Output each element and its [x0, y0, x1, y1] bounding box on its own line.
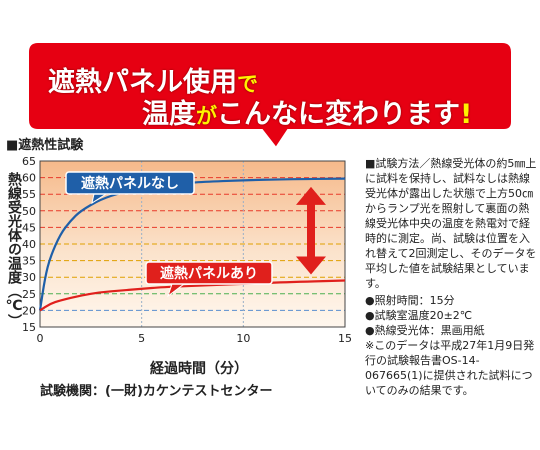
banner-bubble: [27, 41, 513, 150]
data-footnote: ※このデータは平成27年1月9日発行の試験報告書OS-14-067665(1)に…: [365, 339, 535, 397]
note-item-receiver: ●熱線受光体：黒画用紙: [365, 324, 485, 337]
x-tick-label-0: 0: [37, 332, 44, 345]
note-item-room-temperature: ●試験室温度20±2℃: [365, 309, 473, 322]
y-tick-label-35: 35: [22, 255, 36, 268]
y-axis-label: 熱線受光体の温度（℃）: [6, 172, 22, 328]
chart-section-title: ■遮熱性試験: [6, 138, 84, 153]
x-tick-label-10: 10: [236, 332, 250, 345]
y-tick-label-20: 20: [22, 304, 36, 317]
series-label-no-panel: 遮熱パネルなし: [81, 175, 179, 192]
banner-callout: [27, 41, 513, 150]
difference-arrow: [296, 186, 326, 275]
y-tick-label-55: 55: [22, 188, 36, 201]
series-label-with-panel: 遮熱パネルあり: [160, 265, 258, 282]
plot-frame: [39, 160, 346, 328]
series-line-no-panel: [38, 177, 346, 311]
x-tick-label-5: 5: [138, 332, 145, 345]
y-tick-label-65: 65: [22, 155, 36, 168]
y-tick-label-15: 15: [22, 321, 36, 334]
series-label-box-no-panel: [65, 171, 195, 195]
y-tick-label-40: 40: [22, 238, 36, 251]
y-tick-label-60: 60: [22, 172, 36, 185]
y-tick-label-25: 25: [22, 288, 36, 301]
test-notes: ■試験方法／熱線受光体の約5㎜上に試料を保持し、試料なしは熱線受光体が露出した状…: [365, 156, 537, 398]
x-tick-label-15: 15: [338, 332, 352, 345]
test-organization: 試験機関：(一財)カケンテストセンター: [40, 384, 273, 399]
y-tick-label-50: 50: [22, 205, 36, 218]
series-label-box-with-panel: [145, 261, 273, 285]
x-axis-label: 経過時間（分）: [150, 361, 248, 377]
test-method-text: ■試験方法／熱線受光体の約5㎜上に試料を保持し、試料なしは熱線受光体が露出した状…: [365, 157, 537, 290]
banner-line-2: 温度がこんなに変わります!: [142, 99, 473, 130]
y-tick-label-30: 30: [22, 271, 36, 284]
note-item-irradiation-time: ●照射時間：15分: [365, 294, 455, 307]
y-tick-label-45: 45: [22, 221, 36, 234]
banner-line-1: 遮熱パネル使用で: [48, 67, 258, 98]
